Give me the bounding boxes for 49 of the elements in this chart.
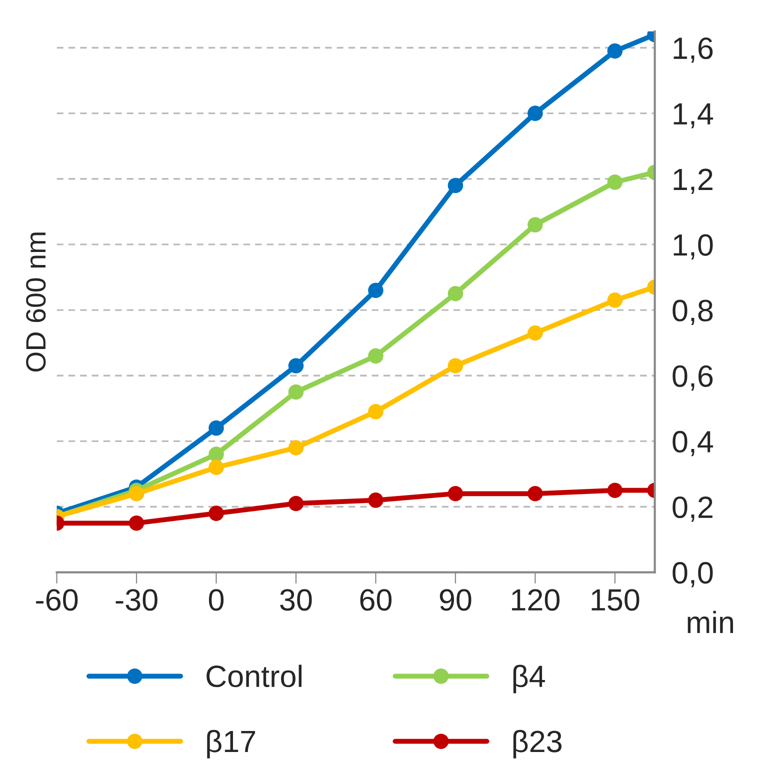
point	[448, 358, 464, 374]
point	[607, 292, 623, 308]
legend-label: β4	[513, 664, 545, 694]
point	[607, 174, 623, 190]
x-tick-label: 0	[208, 589, 224, 611]
y-tick-label: 0,8	[672, 300, 713, 326]
y-axis-title: OD 600 nm	[26, 232, 46, 372]
point	[288, 384, 304, 400]
legend-label: β23	[513, 730, 562, 758]
point	[368, 404, 384, 420]
x-tick-label: -60	[36, 589, 78, 611]
point	[368, 348, 384, 364]
point	[528, 486, 543, 502]
y-tick-label: 0,0	[672, 562, 713, 588]
point	[607, 43, 623, 59]
point	[288, 440, 304, 456]
y-tick-label: 1,6	[674, 37, 713, 63]
x-tick-label: 30	[280, 589, 312, 611]
point	[607, 482, 623, 498]
x-tick-label: 150	[592, 589, 640, 611]
point	[128, 486, 144, 502]
y-tick-label: 0,2	[672, 496, 712, 522]
x-tick-label: 120	[512, 589, 560, 611]
y-tick-label: 0,4	[672, 430, 714, 456]
point	[448, 286, 464, 302]
y-tick-label: 1,2	[674, 168, 712, 194]
x-tick-label: -30	[116, 589, 158, 611]
point	[128, 516, 144, 531]
y-tick-label: 1,4	[674, 103, 714, 128]
point	[528, 325, 543, 341]
point	[208, 446, 224, 462]
point	[528, 217, 543, 232]
point	[368, 282, 384, 298]
point	[208, 460, 224, 476]
point	[448, 486, 464, 502]
point	[208, 420, 224, 436]
x-tick-label: 90	[440, 589, 472, 611]
point	[368, 492, 384, 508]
point	[288, 496, 304, 512]
y-tick-label: 1,0	[674, 234, 713, 260]
point	[528, 106, 543, 121]
point	[208, 506, 224, 521]
legend-label: Control	[206, 664, 302, 688]
point	[448, 178, 464, 194]
y-tick-label: 0,6	[672, 365, 713, 391]
point	[288, 358, 304, 374]
x-axis-title: min	[688, 610, 733, 633]
legend-label: β17	[207, 730, 256, 758]
x-tick-label: 60	[360, 589, 392, 611]
